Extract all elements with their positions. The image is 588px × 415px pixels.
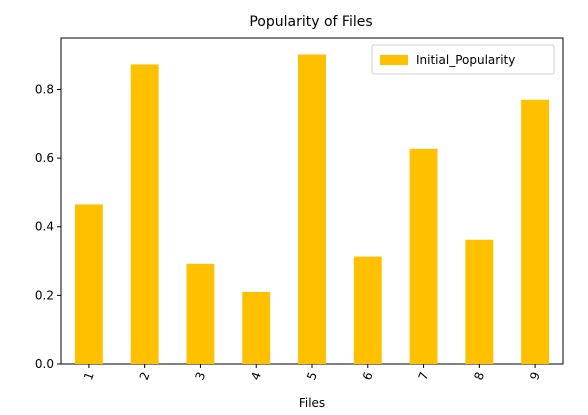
legend-label: Initial_Popularity xyxy=(416,53,515,67)
x-axis: 1 2 3 4 5 6 7 8 9 xyxy=(81,364,543,382)
y-tick-label: 0.6 xyxy=(35,151,54,165)
x-tick-label: 1 xyxy=(81,370,97,382)
x-tick-label: 6 xyxy=(360,370,376,382)
bar-1 xyxy=(75,204,103,364)
x-tick-label: 5 xyxy=(304,370,320,382)
x-tick-label: 2 xyxy=(137,370,153,382)
y-tick-label: 0.4 xyxy=(35,220,54,234)
bar-5 xyxy=(298,54,326,364)
x-tick-label: 9 xyxy=(527,370,543,382)
bar-8 xyxy=(465,240,493,364)
x-tick-label: 4 xyxy=(248,370,264,382)
bars-group xyxy=(75,54,549,364)
x-axis-label: Files xyxy=(299,396,325,410)
legend-swatch xyxy=(380,55,408,65)
y-tick-label: 0.8 xyxy=(35,82,54,96)
x-tick-label: 7 xyxy=(416,370,432,382)
bar-6 xyxy=(354,257,382,364)
legend: Initial_Popularity xyxy=(372,45,554,74)
bar-3 xyxy=(187,264,215,364)
bar-9 xyxy=(521,100,549,364)
y-tick-label: 0.0 xyxy=(35,357,54,371)
bar-7 xyxy=(410,149,438,364)
bar-4 xyxy=(242,292,270,364)
bar-2 xyxy=(131,64,159,364)
y-axis: 0.0 0.2 0.4 0.6 0.8 xyxy=(35,82,61,371)
x-tick-label: 8 xyxy=(471,370,487,382)
x-tick-label: 3 xyxy=(193,370,209,382)
chart-title: Popularity of Files xyxy=(249,14,372,30)
y-tick-label: 0.2 xyxy=(35,288,54,302)
